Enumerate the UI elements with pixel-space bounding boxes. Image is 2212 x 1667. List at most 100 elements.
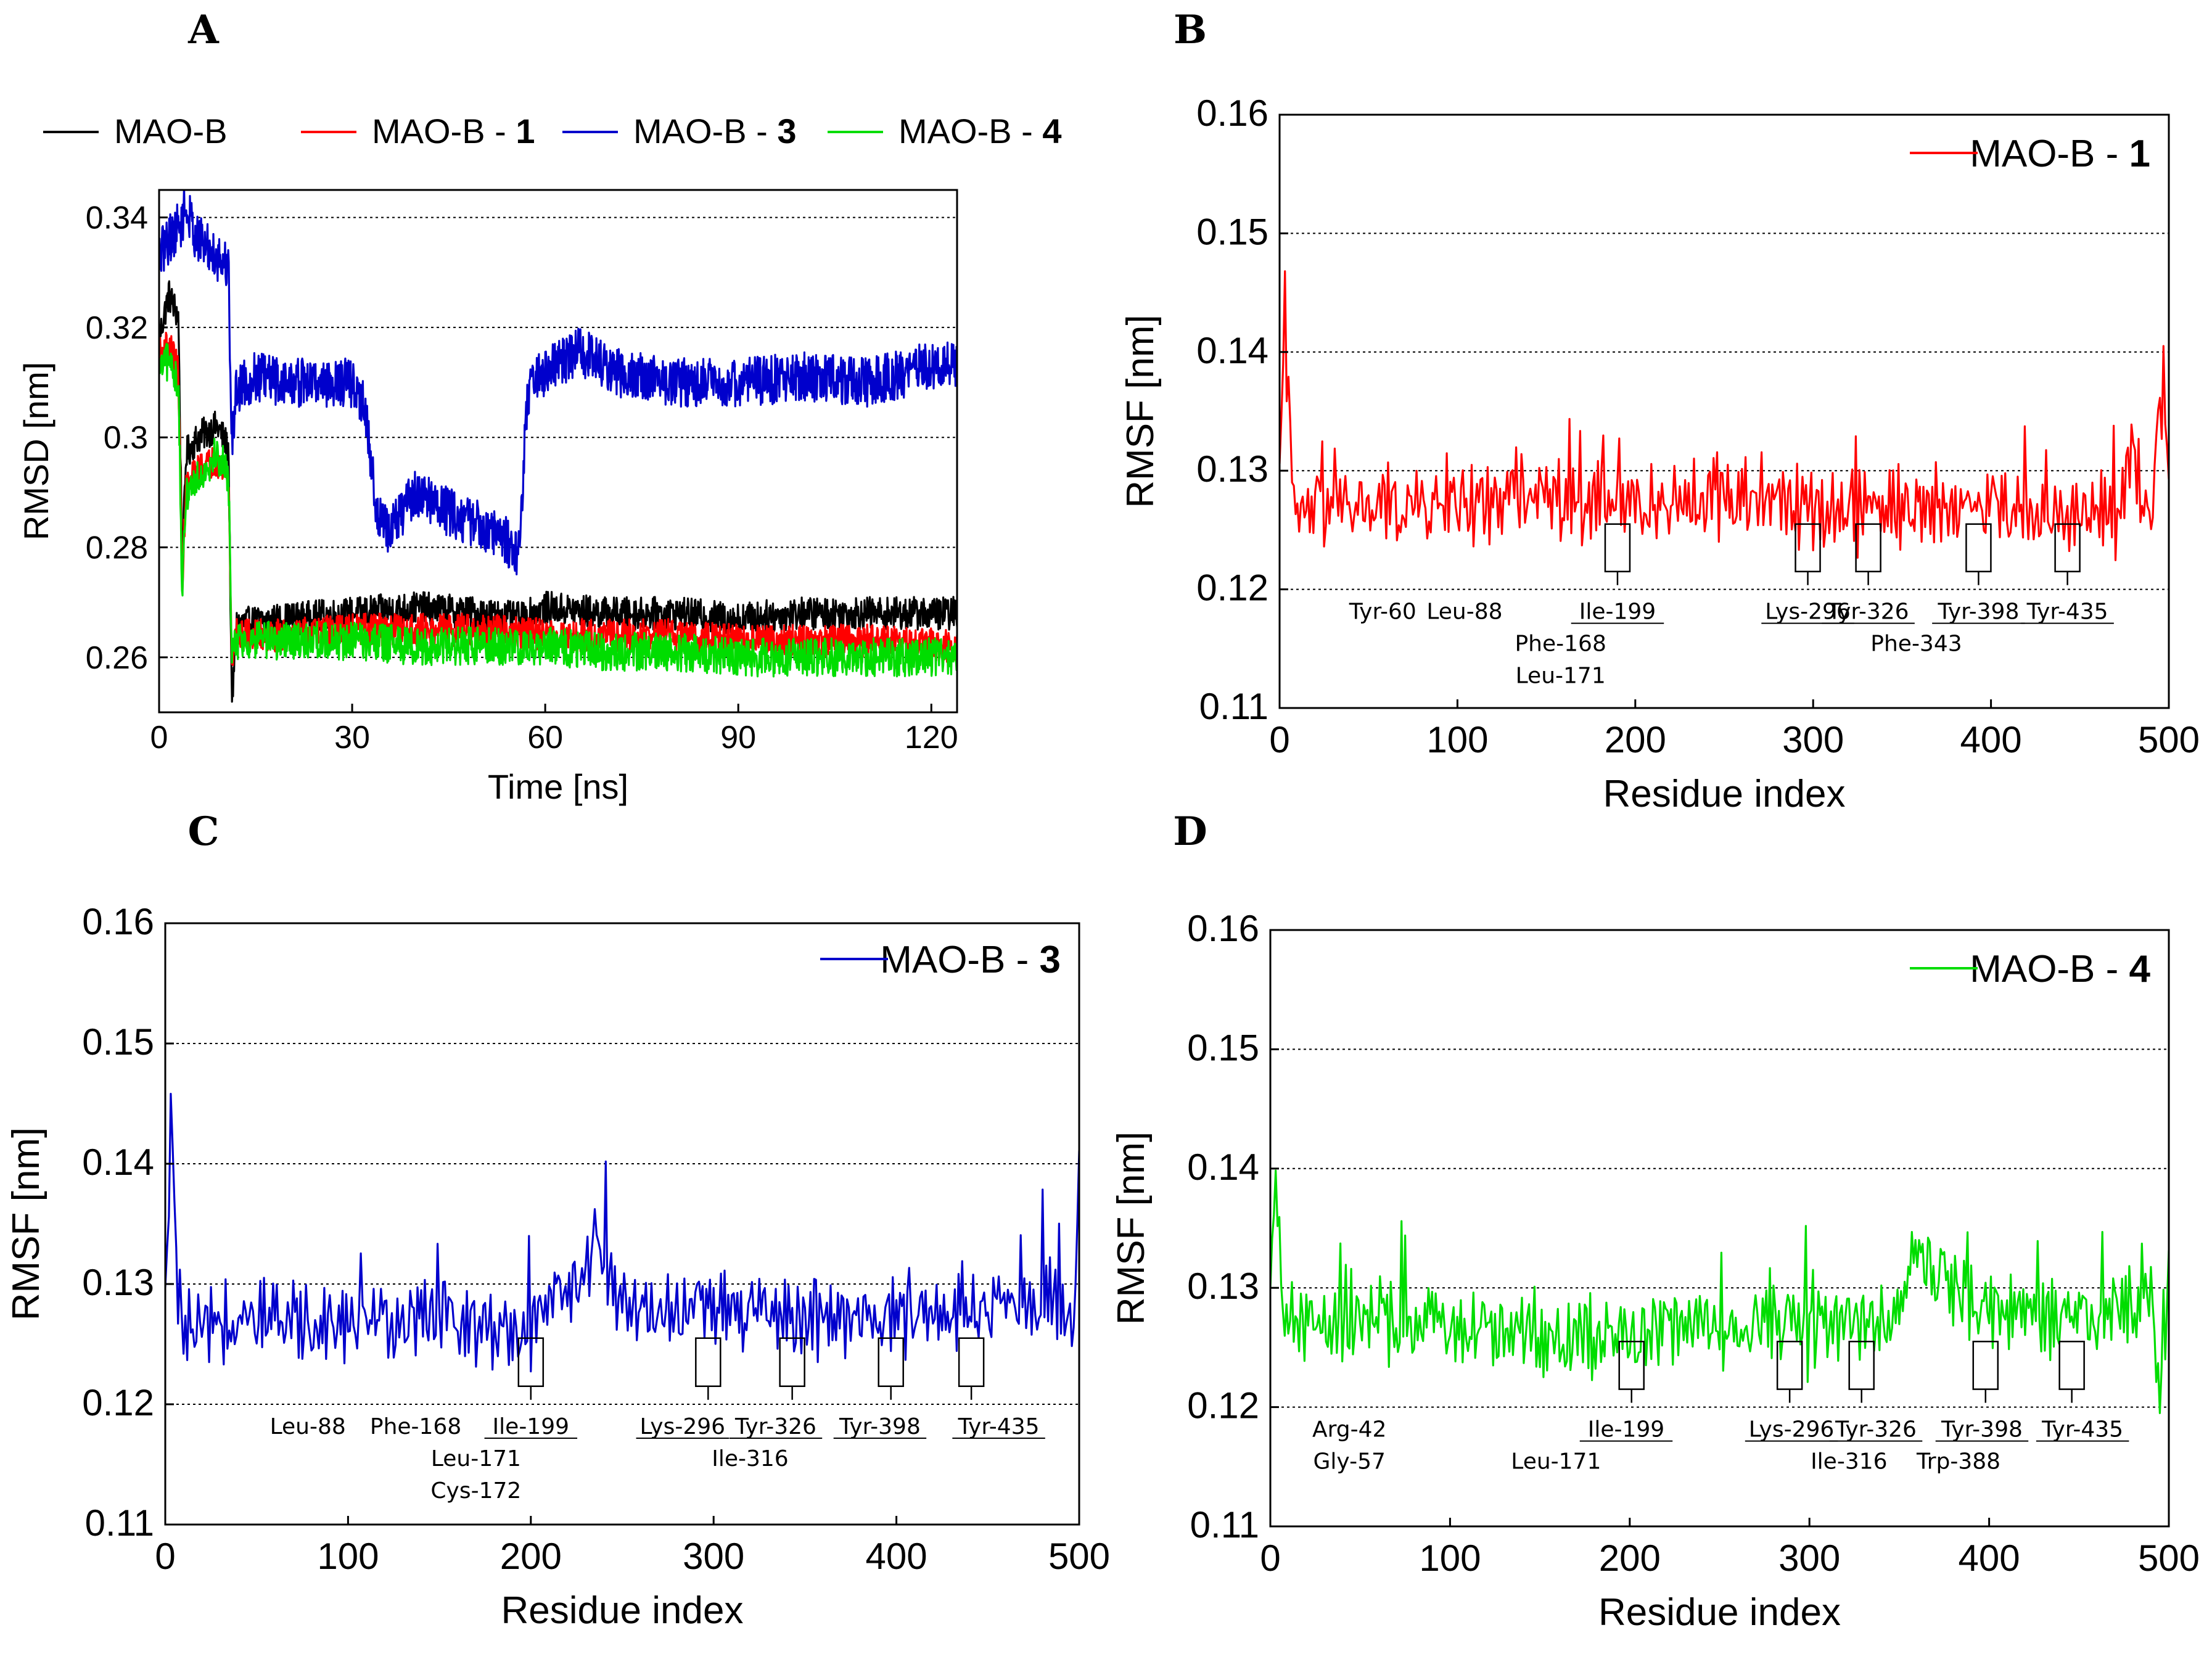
- residue-annotation: Tyr-398: [839, 1414, 921, 1439]
- x-axis-title: Time [ns]: [488, 767, 628, 806]
- residue-annotation: Phe-343: [1870, 632, 1962, 657]
- residue-annotation: Ile-199: [493, 1414, 569, 1439]
- y-axis-title: RMSF [nm]: [5, 1127, 47, 1320]
- legend-label: MAO-B -: [1970, 133, 2129, 175]
- x-tick-label: 0: [150, 720, 168, 755]
- y-tick-label: 0.26: [86, 640, 148, 676]
- residue-annotation: Phe-168: [370, 1414, 461, 1439]
- residue-annotation: Phe-168: [1515, 632, 1606, 657]
- legend-label-number: 4: [1042, 112, 1061, 150]
- panel-label: C: [188, 809, 220, 855]
- y-tick-label: 0.12: [1196, 567, 1268, 609]
- chart-panel-c: C 0 100 200 300 400 500 0.11 0.12 0.13 0.14 0.15 0.1…: [5, 809, 1110, 1632]
- series-line-mao-b-1: [1280, 270, 2169, 561]
- x-tick-label: 400: [1959, 1537, 2020, 1579]
- binding-site-box: [1848, 1340, 1875, 1390]
- plot-frame: [164, 922, 1080, 1526]
- chart-panel-a: A 0 30 60 90 120 0.26 0.28 0.3 0.32 0.34 Time [ns] R…: [17, 7, 1061, 806]
- y-tick-label: 0.16: [1196, 93, 1268, 134]
- y-tick-label: 0.11: [1190, 1504, 1259, 1546]
- legend-label: MAO-B -: [898, 112, 1042, 150]
- series-line-mao-b-4: [1270, 1169, 2169, 1414]
- y-axis-title: RMSF [nm]: [1110, 1132, 1153, 1325]
- residue-annotation: Trp-388: [1916, 1449, 2000, 1475]
- legend-entry: MAO-B - 1: [372, 112, 535, 150]
- residue-annotation: Leu-171: [1511, 1449, 1601, 1475]
- legend-entry: MAO-B - 1: [1970, 133, 2150, 175]
- y-axis-title: RMSD [nm]: [17, 362, 56, 540]
- residue-annotation: Ile-316: [712, 1446, 788, 1471]
- x-tick-label: 200: [500, 1536, 562, 1577]
- series-line-mao-b: [159, 280, 957, 703]
- residue-annotation: Lys-296: [640, 1414, 726, 1439]
- residue-annotation: Ile-199: [1588, 1417, 1664, 1443]
- x-tick-label: 300: [1778, 1537, 1840, 1579]
- legend-label: MAO-B -: [372, 112, 516, 150]
- y-tick-label: 0.16: [82, 901, 154, 942]
- y-tick-label: 0.15: [82, 1021, 154, 1063]
- binding-site-box: [2058, 1340, 2085, 1390]
- y-tick-label: 0.34: [86, 200, 148, 236]
- residue-annotation: Tyr-435: [2041, 1417, 2123, 1443]
- binding-site-box: [1604, 523, 1631, 572]
- x-tick-label: 30: [334, 720, 370, 755]
- x-axis-title: Residue index: [1603, 773, 1846, 815]
- panel-label: B: [1174, 7, 1207, 53]
- y-tick-label: 0.11: [1199, 686, 1268, 727]
- y-tick-label: 0.14: [1196, 330, 1268, 371]
- legend-label-number: 1: [2129, 133, 2150, 175]
- legend-entry: MAO-B - 3: [633, 112, 796, 150]
- y-tick-label: 0.11: [85, 1502, 154, 1544]
- residue-annotation: Leu-171: [431, 1446, 521, 1471]
- x-tick-label: 400: [866, 1536, 927, 1577]
- legend-label-number: 1: [516, 112, 535, 150]
- x-axis-title: Residue index: [501, 1589, 744, 1632]
- x-tick-label: 60: [527, 720, 563, 755]
- chart-panel-d: D 0 100 200 300 400 500 0.11 0.12 0.13 0.14 0.15 0.1…: [1110, 809, 2200, 1634]
- x-tick-label: 500: [1048, 1536, 1110, 1577]
- residue-annotation: Tyr-398: [1941, 1417, 2023, 1443]
- y-tick-label: 0.32: [86, 310, 148, 346]
- series-line-mao-b-4: [159, 342, 957, 678]
- y-tick-label: 0.13: [82, 1262, 154, 1303]
- y-tick-label: 0.12: [82, 1382, 154, 1423]
- y-tick-label: 0.15: [1187, 1027, 1259, 1068]
- residue-annotation: Tyr-326: [734, 1414, 816, 1439]
- y-tick-label: 0.28: [86, 530, 148, 566]
- legend-label-number: 4: [2129, 948, 2151, 990]
- x-tick-label: 300: [683, 1536, 744, 1577]
- y-tick-label: 0.13: [1187, 1266, 1259, 1307]
- y-tick-label: 0.14: [1187, 1146, 1259, 1188]
- residue-annotation: Ile-199: [1579, 599, 1656, 625]
- legend-entry: MAO-B - 4: [898, 112, 1061, 150]
- panel-label: D: [1173, 809, 1207, 855]
- x-tick-label: 90: [720, 720, 756, 755]
- residue-annotation: Tyr-398: [1937, 599, 2019, 625]
- y-tick-label: 0.16: [1187, 908, 1259, 949]
- residue-annotation: Leu-171: [1516, 664, 1606, 689]
- binding-site-box: [1855, 523, 1881, 572]
- binding-site-box: [1972, 1340, 1999, 1390]
- x-tick-label: 200: [1605, 719, 1666, 760]
- residue-annotation: Cys-172: [430, 1478, 521, 1504]
- legend-label-number: 3: [1040, 939, 1061, 981]
- x-tick-label: 0: [1269, 719, 1289, 760]
- residue-annotation: Gly-57: [1314, 1449, 1386, 1475]
- legend-label: MAO-B -: [880, 939, 1039, 981]
- residue-annotation: Tyr-435: [958, 1414, 1040, 1439]
- x-tick-label: 100: [317, 1536, 379, 1577]
- residue-annotation: Tyr-326: [1827, 599, 1909, 625]
- y-tick-label: 0.3: [104, 420, 148, 456]
- legend-label: MAO-B: [114, 112, 228, 150]
- x-tick-label: 0: [155, 1536, 175, 1577]
- series-line-mao-b-3: [159, 190, 957, 575]
- x-tick-label: 300: [1782, 719, 1844, 760]
- legend-label: MAO-B -: [1970, 948, 2129, 990]
- plot-frame: [1278, 113, 2170, 709]
- legend-entry: MAO-B - 4: [1970, 948, 2150, 990]
- x-tick-label: 0: [1260, 1537, 1280, 1579]
- panel-label: A: [187, 7, 220, 53]
- y-tick-label: 0.13: [1196, 448, 1268, 490]
